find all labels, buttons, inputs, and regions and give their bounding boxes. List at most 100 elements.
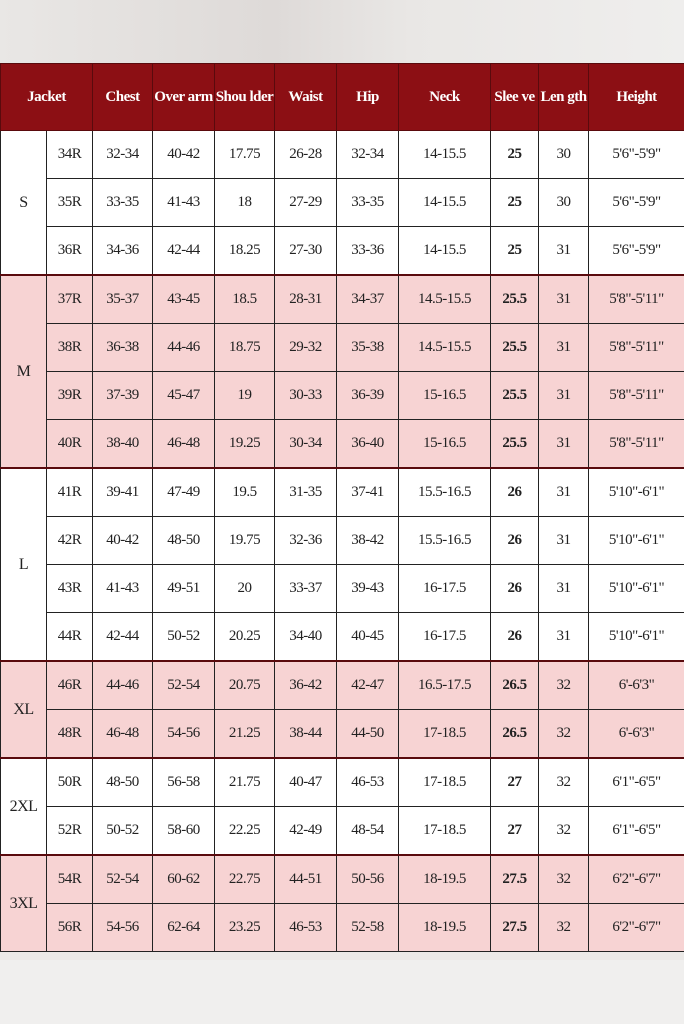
cell-shoulder: 18.25 [214, 226, 275, 276]
cell-height: 5'6"-5'9" [588, 130, 684, 179]
cell-chest: 38-40 [92, 419, 153, 469]
size-group-label: S [0, 130, 47, 276]
cell-jacket-size: 34R [46, 130, 93, 179]
cell-shoulder: 17.75 [214, 130, 275, 179]
cell-chest: 37-39 [92, 371, 153, 420]
cell-length: 31 [538, 226, 589, 276]
cell-over-arm: 40-42 [152, 130, 215, 179]
header-waist: Waist [274, 63, 337, 131]
cell-length: 31 [538, 516, 589, 565]
cell-waist: 27-30 [274, 226, 337, 276]
cell-jacket-size: 50R [46, 757, 93, 807]
cell-waist: 33-37 [274, 564, 337, 613]
cell-hip: 40-45 [336, 612, 399, 662]
cell-hip: 48-54 [336, 806, 399, 856]
cell-waist: 28-31 [274, 274, 337, 324]
cell-length: 30 [538, 178, 589, 227]
cell-shoulder: 21.75 [214, 757, 275, 807]
cell-waist: 44-51 [274, 854, 337, 904]
cell-sleeve: 25 [490, 178, 539, 227]
cell-neck: 16-17.5 [398, 612, 491, 662]
cell-jacket-size: 54R [46, 854, 93, 904]
table-row: 42R 40-42 48-50 19.75 32-36 38-42 15.5-16.5 26 3… [1, 516, 684, 565]
cell-length: 31 [538, 323, 589, 372]
cell-sleeve: 25.5 [490, 419, 539, 469]
cell-waist: 38-44 [274, 709, 337, 759]
cell-length: 31 [538, 371, 589, 420]
cell-jacket-size: 42R [46, 516, 93, 565]
cell-sleeve: 26 [490, 516, 539, 565]
cell-length: 31 [538, 467, 589, 517]
cell-jacket-size: 44R [46, 612, 93, 662]
size-group-label: 3XL [0, 854, 47, 952]
table-row: 44R 42-44 50-52 20.25 34-40 40-45 16-17.5 26 31 5… [1, 612, 684, 662]
cell-shoulder: 18 [214, 178, 275, 227]
cell-height: 5'8"-5'11" [588, 371, 684, 420]
cell-neck: 16-17.5 [398, 564, 491, 613]
cell-waist: 26-28 [274, 130, 337, 179]
cell-hip: 33-35 [336, 178, 399, 227]
cell-chest: 33-35 [92, 178, 153, 227]
table-row: 3XL 54R 52-54 60-62 22.75 44-51 50-56 18-19.5 27… [0, 854, 684, 952]
size-chart-table: Jacket Chest Over arm Shou lder Waist Hi… [0, 63, 684, 952]
cell-height: 5'10"-6'1" [588, 467, 684, 517]
cell-chest: 54-56 [92, 903, 153, 952]
cell-hip: 36-40 [336, 419, 399, 469]
cell-chest: 50-52 [92, 806, 153, 856]
size-group-label: L [0, 467, 47, 662]
cell-over-arm: 60-62 [152, 854, 215, 904]
cell-hip: 33-36 [336, 226, 399, 276]
header-sleeve: Slee ve [490, 63, 539, 131]
cell-over-arm: 41-43 [152, 178, 215, 227]
cell-hip: 36-39 [336, 371, 399, 420]
cell-height: 6'2"-6'7" [588, 854, 684, 904]
cell-height: 6'2"-6'7" [588, 903, 684, 952]
cell-neck: 17-18.5 [398, 709, 491, 759]
cell-chest: 35-37 [92, 274, 153, 324]
cell-sleeve: 26.5 [490, 660, 539, 710]
cell-jacket-size: 35R [46, 178, 93, 227]
cell-sleeve: 27.5 [490, 903, 539, 952]
cell-hip: 46-53 [336, 757, 399, 807]
cell-shoulder: 21.25 [214, 709, 275, 759]
table-row: 39R 37-39 45-47 19 30-33 36-39 15-16.5 25.5 31 5'… [1, 371, 684, 420]
table-row: 38R 36-38 44-46 18.75 29-32 35-38 14.5-15.5 25.… [1, 323, 684, 372]
cell-height: 6'1"-6'5" [588, 806, 684, 856]
cell-neck: 14.5-15.5 [398, 323, 491, 372]
cell-height: 6'-6'3" [588, 709, 684, 759]
cell-chest: 44-46 [92, 660, 153, 710]
cell-neck: 17-18.5 [398, 757, 491, 807]
cell-shoulder: 23.25 [214, 903, 275, 952]
cell-waist: 30-34 [274, 419, 337, 469]
cell-over-arm: 50-52 [152, 612, 215, 662]
cell-over-arm: 48-50 [152, 516, 215, 565]
header-hip: Hip [336, 63, 399, 131]
cell-length: 32 [538, 660, 589, 710]
cell-hip: 42-47 [336, 660, 399, 710]
cell-chest: 46-48 [92, 709, 153, 759]
cell-neck: 14-15.5 [398, 178, 491, 227]
cell-sleeve: 25 [490, 130, 539, 179]
cell-jacket-size: 56R [46, 903, 93, 952]
cell-length: 31 [538, 274, 589, 324]
table-row: L 41R 39-41 47-49 19.5 31-35 37-41 15.5-16.5 26 3… [0, 467, 684, 662]
table-row: S 34R 32-34 40-42 17.75 26-28 32-34 14-15.5 25 30… [0, 130, 684, 276]
cell-sleeve: 26.5 [490, 709, 539, 759]
cell-over-arm: 46-48 [152, 419, 215, 469]
cell-hip: 37-41 [336, 467, 399, 517]
cell-length: 32 [538, 903, 589, 952]
cell-sleeve: 26 [490, 612, 539, 662]
cell-shoulder: 20 [214, 564, 275, 613]
header-shoulder: Shou lder [214, 63, 275, 131]
cell-over-arm: 44-46 [152, 323, 215, 372]
table-row: 52R 50-52 58-60 22.25 42-49 48-54 17-18.5 27 32 6… [1, 806, 684, 856]
cell-neck: 18-19.5 [398, 903, 491, 952]
cell-sleeve: 27.5 [490, 854, 539, 904]
cell-height: 5'8"-5'11" [588, 274, 684, 324]
cell-over-arm: 49-51 [152, 564, 215, 613]
cell-shoulder: 19.25 [214, 419, 275, 469]
cell-waist: 42-49 [274, 806, 337, 856]
cell-neck: 14-15.5 [398, 130, 491, 179]
table-row: 35R 33-35 41-43 18 27-29 33-35 14-15.5 25 30 5'6"… [1, 178, 684, 227]
cell-hip: 39-43 [336, 564, 399, 613]
